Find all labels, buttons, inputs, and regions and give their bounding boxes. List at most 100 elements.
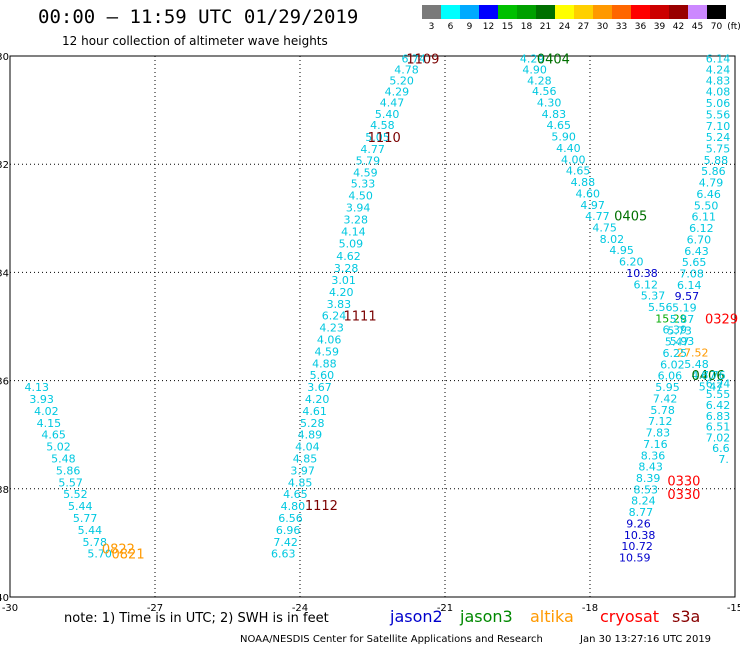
legend-swatch [479, 5, 498, 19]
pass-time-label: 0821 [112, 548, 145, 563]
lon-tick-label: -24 [292, 603, 308, 614]
wave-height-value: 5.60 [310, 369, 335, 382]
wave-height-value: 4.08 [706, 86, 731, 99]
wave-height-value: 4.75 [592, 221, 617, 234]
legend-swatch [460, 5, 479, 19]
wave-height-value: 4.77 [360, 143, 385, 156]
wave-height-value: 6.14 [677, 279, 702, 292]
timestamp: Jan 30 13:27:16 UTC 2019 [580, 634, 712, 645]
wave-height-value: 5.50 [694, 199, 719, 212]
wave-height-value: 4.56 [532, 85, 557, 98]
satellite-label-altika: altika [530, 607, 574, 626]
lat-tick-label: -34 [0, 268, 9, 279]
wave-height-value: 7.42 [273, 536, 298, 549]
credit: NOAA/NESDIS Center for Satellite Applica… [240, 634, 543, 645]
wave-height-value: 4.15 [37, 417, 62, 430]
lat-tick-label: -32 [0, 160, 9, 171]
legend-swatch [631, 5, 650, 19]
wave-height-value: 4.65 [547, 119, 572, 132]
pass-time-label: 0330 [667, 475, 700, 490]
wave-height-value: 4.85 [288, 476, 313, 489]
wave-height-value: 4.23 [319, 322, 344, 335]
wave-height-value: 6.43 [684, 245, 709, 258]
wave-height-value: 4.28 [527, 74, 552, 87]
wave-height-value: 5.48 [684, 358, 709, 371]
legend-swatch [574, 5, 593, 19]
legend-swatch [555, 5, 574, 19]
wave-height-value: 5.20 [389, 74, 414, 87]
wave-height-value: 8.24 [631, 495, 656, 508]
wave-height-value: 5.95 [655, 381, 680, 394]
wave-height-value: 10.72 [621, 540, 653, 553]
wave-height-value: 6.51 [706, 421, 731, 434]
wave-height-value: 5.78 [650, 404, 675, 417]
wave-height-value: 3.97 [290, 464, 315, 477]
wave-height-value: 5.87 [670, 313, 695, 326]
wave-height-value: 4.79 [699, 177, 724, 190]
lat-tick-label: -30 [0, 52, 9, 63]
wave-height-value: 7.02 [706, 431, 731, 444]
wave-height-value: 8.77 [629, 506, 654, 519]
wave-height-value: 4.20 [329, 286, 354, 299]
wave-height-value: 4.83 [542, 108, 567, 121]
wave-height-value: 6.6 [712, 442, 730, 455]
wave-height-value: 7. [718, 453, 729, 466]
wave-height-value: 6.46 [696, 188, 721, 201]
pass-time-label: 0330 [667, 488, 700, 503]
wave-height-value: 3.28 [334, 262, 359, 275]
wave-height-value: 8.39 [636, 472, 661, 485]
wave-height-value: 5.40 [375, 108, 400, 121]
wave-height-value: 4.78 [394, 64, 419, 77]
wave-height-value: 7.08 [679, 267, 704, 280]
wave-height-value: 10.59 [619, 552, 651, 565]
wave-height-value: 4.65 [41, 429, 66, 442]
wave-height-value: 8.43 [638, 461, 663, 474]
wave-height-value: 5.77 [73, 512, 98, 525]
legend-label: 30 [596, 22, 609, 32]
wave-height-value: 10.38 [624, 529, 656, 542]
wave-height-value: 6.24 [706, 377, 731, 390]
lon-tick-label: -27 [147, 603, 163, 614]
legend-label: 36 [634, 22, 647, 32]
legend-label: 24 [558, 22, 571, 32]
legend-unit: (ft) [727, 22, 740, 32]
wave-height-value: 4.97 [580, 199, 605, 212]
wave-height-value: 4.77 [692, 369, 717, 382]
wave-height-value: 4.47 [380, 97, 405, 110]
legend-swatch [612, 5, 631, 19]
wave-height-value: 4.95 [609, 244, 634, 257]
wave-height-value: 4.24 [706, 64, 731, 77]
wave-height-value: 6.63 [271, 548, 296, 561]
pass-time-label: 0404 [537, 53, 570, 68]
pass-time-label: 1110 [368, 131, 401, 146]
wave-height-value: 5.06 [706, 97, 731, 110]
wave-height-value: 6.02 [660, 358, 685, 371]
wave-height-value: 5.56 [706, 108, 731, 121]
wave-height-value: 5.79 [356, 154, 381, 167]
wave-height-value: 6.12 [634, 278, 659, 291]
wave-height-value: 5.75 [706, 143, 731, 156]
wave-height-value: 4.65 [566, 165, 591, 178]
wave-height-value: 5.44 [68, 500, 93, 513]
wave-height-value: 6.11 [692, 211, 717, 224]
wave-height-value: 4.20 [305, 393, 330, 406]
wave-height-value: 7.42 [653, 392, 678, 405]
wave-height-value: 4.59 [353, 166, 378, 179]
legend-label: 45 [691, 22, 704, 32]
wave-height-value: 5.02 [46, 441, 71, 454]
wave-height-value: 6.24 [322, 310, 347, 323]
wave-height-value: 5.33 [351, 178, 376, 191]
wave-height-value: 6.12 [689, 222, 714, 235]
wave-height-value: 6.76 [701, 369, 726, 382]
wave-height-value: 3.67 [307, 381, 332, 394]
lat-tick-label: -40 [0, 593, 9, 604]
wave-height-value: 9.26 [626, 517, 651, 530]
wave-height-value: 5.56 [648, 301, 673, 314]
wave-height-value: 5.73 [667, 324, 692, 337]
satellite-label-cryosat: cryosat [600, 607, 660, 626]
wave-height-value: 8.36 [641, 449, 666, 462]
legend-swatch [707, 5, 726, 19]
wave-height-value: 4.14 [341, 225, 366, 238]
wave-height-value: 5.86 [56, 464, 81, 477]
